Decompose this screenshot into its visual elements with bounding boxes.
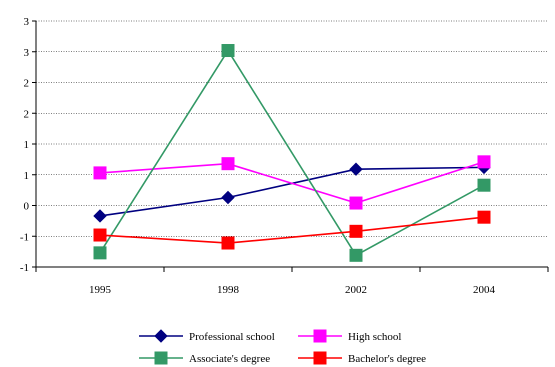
legend-marker — [313, 329, 327, 343]
legend-item: High school — [298, 329, 401, 343]
legend-marker — [313, 351, 327, 365]
y-tick-label: 3 — [24, 47, 30, 59]
y-tick-label: 3 — [24, 16, 30, 28]
series-layer — [93, 44, 491, 262]
y-tick-label: 2 — [24, 108, 30, 120]
axes: -1 -1 0 1 1 2 2 3 3 1995 1998 2002 2004 — [20, 16, 549, 296]
data-point — [349, 162, 363, 176]
legend-marker — [154, 351, 168, 365]
x-tick-label: 2004 — [473, 284, 496, 296]
legend-label: High school — [348, 331, 401, 343]
x-tick-label: 2002 — [345, 284, 367, 296]
series-3 — [93, 210, 491, 250]
data-point — [349, 224, 363, 238]
data-point — [93, 246, 107, 260]
legend-item: Associate's degree — [139, 351, 270, 365]
series-line — [99, 216, 485, 244]
data-point — [477, 210, 491, 224]
series-1 — [93, 155, 491, 210]
legend-item: Professional school — [139, 329, 275, 343]
y-tick-label: -1 — [20, 231, 29, 243]
legend-label: Associate's degree — [189, 353, 270, 365]
legend-item: Bachelor's degree — [298, 351, 426, 365]
series-2 — [93, 44, 491, 262]
legend-label: Bachelor's degree — [348, 353, 426, 365]
data-point — [349, 248, 363, 262]
series-line — [99, 49, 485, 257]
gridlines — [36, 20, 548, 237]
data-point — [221, 44, 235, 58]
data-point — [477, 178, 491, 192]
data-point — [221, 236, 235, 250]
y-tick-label: 0 — [24, 201, 30, 213]
legend-marker — [154, 329, 168, 343]
data-point — [93, 228, 107, 242]
data-point — [221, 157, 235, 171]
data-point — [477, 155, 491, 169]
data-point — [221, 190, 235, 205]
y-tick-label: 1 — [24, 170, 30, 182]
data-point — [349, 196, 363, 210]
y-tick-label: -1 — [20, 262, 29, 274]
x-tick-label: 1998 — [217, 284, 240, 296]
y-tick-label: 1 — [24, 139, 30, 151]
legend-label: Professional school — [189, 331, 275, 343]
data-point — [93, 166, 107, 180]
y-tick-label: 2 — [24, 78, 30, 90]
x-tick-label: 1995 — [89, 284, 112, 296]
data-point — [93, 209, 107, 223]
series-0 — [93, 160, 491, 223]
series-line — [99, 161, 485, 204]
legend: Professional school High school Associate'… — [139, 329, 426, 365]
